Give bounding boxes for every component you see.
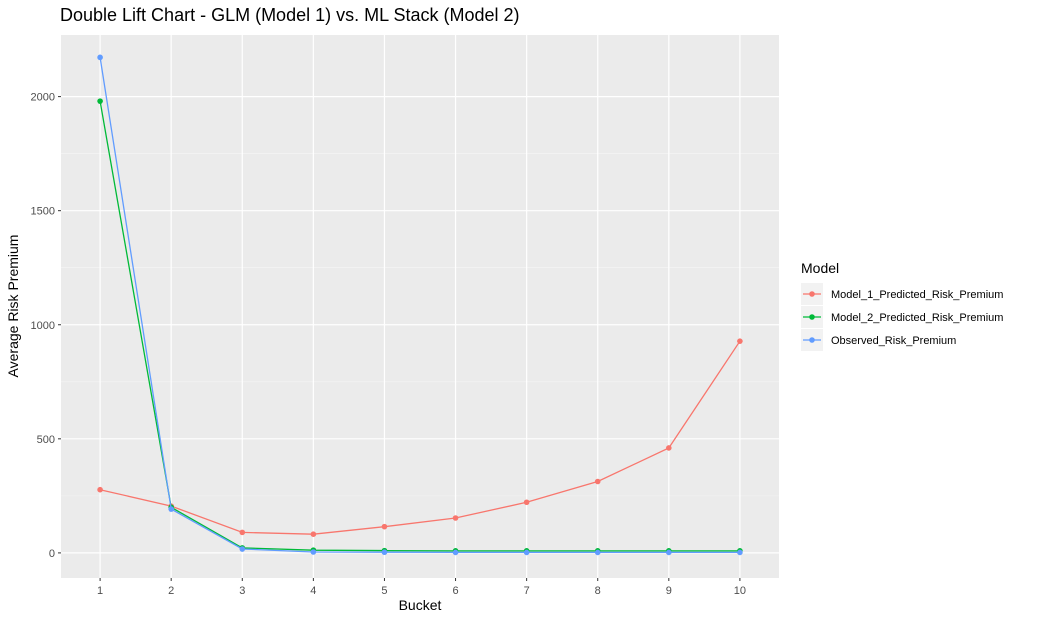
x-tick-label: 4 (310, 585, 316, 597)
data-point-s3-b4 (310, 549, 317, 555)
legend-label: Model_2_Predicted_Risk_Premium (831, 312, 1003, 324)
chart-title: Double Lift Chart - GLM (Model 1) vs. ML… (60, 5, 519, 25)
x-tick-label: 1 (97, 585, 103, 597)
data-point-s1-b7 (523, 499, 530, 506)
data-point-s1-b6 (452, 515, 459, 521)
x-tick-label: 3 (239, 585, 245, 597)
plot-panel (61, 35, 779, 578)
x-axis-title: Bucket (399, 597, 442, 613)
data-point-s1-b9 (666, 445, 672, 451)
x-tick-label: 7 (524, 585, 530, 597)
y-tick-label: 0 (49, 548, 55, 560)
x-tick-label: 5 (381, 585, 387, 597)
x-tick-label: 6 (452, 585, 458, 597)
series-line-3 (99, 57, 740, 554)
legend-label: Model_1_Predicted_Risk_Premium (831, 289, 1003, 301)
y-axis-title: Average Risk Premium (5, 235, 21, 378)
data-point-s3-b7 (523, 549, 530, 556)
x-tick-label: 9 (666, 585, 672, 597)
data-point-s3-b8 (594, 549, 601, 556)
x-axis: 1 2 3 4 5 6 7 8 9 10 (97, 578, 746, 597)
legend-key-point (809, 291, 815, 297)
y-tick-label: 500 (37, 434, 55, 446)
data-point-s1-b5 (381, 523, 388, 530)
x-tick-label: 2 (168, 585, 174, 597)
legend-title: Model (801, 260, 839, 276)
data-point-s3-b2 (168, 506, 174, 512)
data-point-s1-b4 (310, 531, 317, 537)
data-point-s1-b3 (239, 529, 246, 536)
data-point-s3-b1 (97, 54, 103, 61)
grid-minor (61, 153, 779, 497)
legend-key-point (809, 337, 815, 343)
legend-key-point (809, 314, 815, 320)
y-axis: 0 500 1000 1500 2000 (31, 92, 61, 560)
data-point-s3-b5 (381, 549, 388, 556)
legend-label: Observed_Risk_Premium (831, 335, 956, 347)
series-layer (97, 54, 743, 556)
data-point-s2-b1 (97, 98, 103, 104)
x-tick-label: 8 (595, 585, 601, 597)
series-line-2 (99, 101, 740, 552)
data-point-s1-b1 (97, 486, 103, 493)
data-point-s3-b10 (737, 549, 743, 556)
data-point-s3-b6 (452, 549, 459, 556)
data-point-s3-b9 (666, 549, 672, 556)
data-point-s1-b8 (594, 478, 601, 485)
legend: Model Model_1_Predicted_Risk_Premium Mode… (801, 260, 1003, 351)
data-point-s1-b10 (737, 338, 743, 344)
y-tick-label: 1000 (31, 320, 55, 332)
data-point-s3-b3 (239, 546, 246, 552)
x-tick-label: 10 (734, 585, 746, 597)
y-tick-label: 2000 (31, 92, 55, 104)
series-line-1 (99, 340, 741, 535)
y-tick-label: 1500 (31, 206, 55, 218)
